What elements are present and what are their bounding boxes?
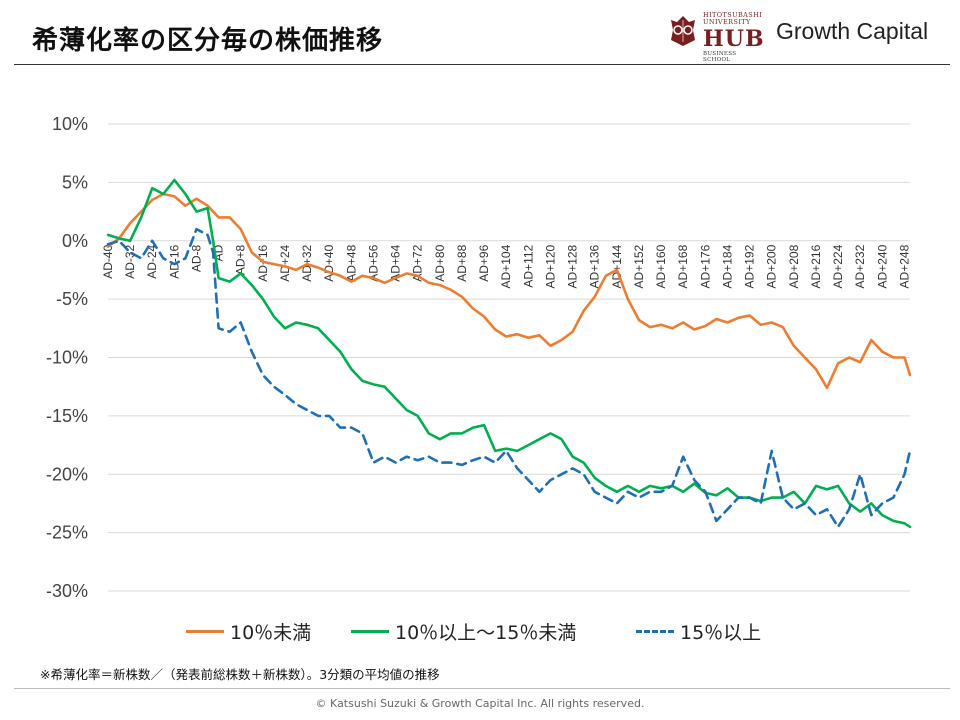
series-line-1 bbox=[106, 192, 912, 390]
brand-name: Growth Capital bbox=[776, 18, 929, 44]
legend-swatch-series-1 bbox=[186, 630, 224, 633]
footer-divider bbox=[14, 688, 950, 689]
x-tick-label: AD+80 bbox=[433, 244, 447, 281]
logo-university-text: HITOTSUBASHI UNIVERSITY bbox=[703, 11, 763, 26]
x-tick-label: AD+184 bbox=[720, 244, 734, 288]
legend-swatch-series-2 bbox=[351, 630, 389, 633]
x-tick-label: AD+208 bbox=[787, 244, 801, 288]
legend-label-series-2: 10％以上～15％未満 bbox=[395, 622, 577, 644]
x-tick-label: AD-16 bbox=[167, 244, 181, 278]
hub-logo: HITOTSUBASHI UNIVERSITY HUB BUSINESS SCH… bbox=[667, 8, 764, 63]
x-tick-label: AD+216 bbox=[809, 244, 823, 288]
x-tick-label: AD+24 bbox=[278, 244, 292, 281]
y-tick-label: -5% bbox=[56, 289, 88, 309]
x-tick-label: AD+72 bbox=[411, 244, 425, 281]
x-tick-label: AD-24 bbox=[145, 244, 159, 278]
header-divider bbox=[14, 64, 950, 65]
y-tick-label: -10% bbox=[46, 348, 88, 368]
y-tick-label: -15% bbox=[46, 406, 88, 426]
x-tick-label: AD+88 bbox=[455, 244, 469, 281]
x-tick-label: AD+128 bbox=[566, 244, 580, 288]
x-tick-label: AD+64 bbox=[389, 244, 403, 281]
x-tick-label: AD-32 bbox=[123, 244, 137, 278]
x-tick-label: AD+200 bbox=[765, 244, 779, 288]
x-tick-label: AD+248 bbox=[897, 244, 911, 288]
x-tick-label: AD+224 bbox=[831, 244, 845, 288]
line-chart: 10% 5% 0% -5% -10% -15% -20% -25% -30% AD-40 AD-32… bbox=[46, 114, 912, 601]
x-tick-label: AD+232 bbox=[853, 244, 867, 288]
x-tick-label: AD+104 bbox=[499, 244, 513, 288]
x-tick-label: AD+136 bbox=[588, 244, 602, 288]
x-tick-label: AD+96 bbox=[477, 244, 491, 281]
y-tick-label: -25% bbox=[46, 523, 88, 543]
x-tick-label: AD-40 bbox=[101, 244, 115, 278]
legend-label-series-3: 15％以上 bbox=[680, 622, 762, 644]
y-tick-label: -30% bbox=[46, 581, 88, 601]
logo-hub-text: HUB bbox=[703, 26, 765, 52]
x-tick-label: AD+8 bbox=[234, 244, 248, 275]
x-tick-label: AD+152 bbox=[632, 244, 646, 288]
x-tick-label: AD+112 bbox=[521, 244, 535, 287]
x-tick-label: AD+48 bbox=[344, 244, 358, 281]
copyright-text: © Katsushi Suzuki & Growth Capital Inc. … bbox=[315, 697, 645, 710]
x-tick-label: AD+176 bbox=[698, 244, 712, 288]
x-tick-label: AD+240 bbox=[875, 244, 889, 288]
footnote: ※希薄化率＝新株数／（発表前総株数＋新株数）。3分類の平均値の推移 bbox=[40, 667, 440, 682]
series-line-3 bbox=[106, 227, 912, 529]
y-tick-label: 5% bbox=[62, 172, 88, 192]
x-tick-label: AD+192 bbox=[743, 244, 757, 288]
legend-label-series-1: 10％未満 bbox=[230, 622, 312, 644]
x-tick-label: AD+40 bbox=[322, 244, 336, 281]
x-tick-label: AD-8 bbox=[189, 244, 203, 272]
x-tick-label: AD+120 bbox=[543, 244, 557, 288]
y-tick-label: -20% bbox=[46, 464, 88, 484]
page-title: 希薄化率の区分毎の株価推移 bbox=[32, 26, 384, 56]
logo-school-text: BUSINESS SCHOOL bbox=[703, 51, 737, 63]
y-tick-label: 10% bbox=[52, 114, 88, 134]
y-tick-label: 0% bbox=[62, 231, 88, 251]
series-line-2 bbox=[106, 178, 912, 529]
x-tick-label: AD+160 bbox=[654, 244, 668, 288]
x-tick-label: AD+56 bbox=[366, 244, 380, 281]
crest-icon bbox=[671, 16, 695, 46]
legend-swatch-series-3 bbox=[636, 630, 674, 633]
x-tick-label: AD+168 bbox=[676, 244, 690, 288]
